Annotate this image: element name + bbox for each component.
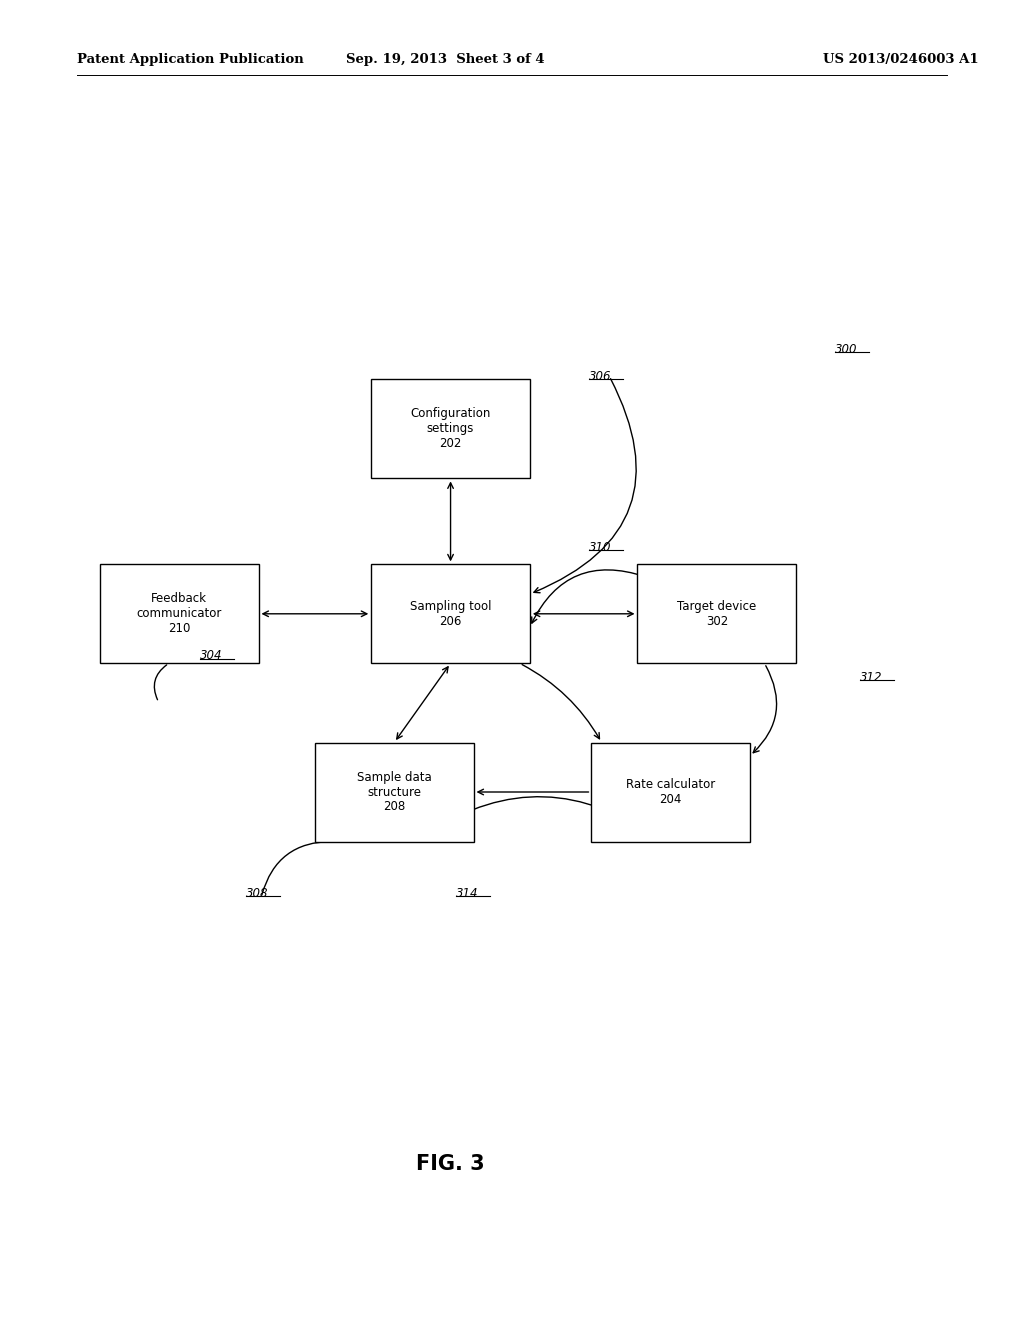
Text: Feedback
communicator
210: Feedback communicator 210 [136,593,222,635]
Text: Sep. 19, 2013  Sheet 3 of 4: Sep. 19, 2013 Sheet 3 of 4 [346,53,545,66]
Bar [592,742,750,842]
Bar [315,742,473,842]
Text: 310: 310 [589,541,611,554]
Text: 304: 304 [200,649,222,663]
Text: 306: 306 [589,370,611,383]
Bar [371,380,530,478]
Text: Configuration
settings
202: Configuration settings 202 [411,408,490,450]
Text: 300: 300 [835,343,857,356]
Text: Target device
302: Target device 302 [677,599,757,628]
Text: 314: 314 [456,887,478,900]
Bar [637,565,797,663]
Text: Patent Application Publication: Patent Application Publication [77,53,303,66]
Text: Sample data
structure
208: Sample data structure 208 [357,771,431,813]
Bar [371,565,530,663]
Text: 312: 312 [860,671,883,684]
Text: FIG. 3: FIG. 3 [416,1154,485,1175]
Bar [99,565,258,663]
Text: Sampling tool
206: Sampling tool 206 [410,599,492,628]
Text: US 2013/0246003 A1: US 2013/0246003 A1 [823,53,979,66]
Text: Rate calculator
204: Rate calculator 204 [626,777,716,807]
Text: 308: 308 [246,887,268,900]
